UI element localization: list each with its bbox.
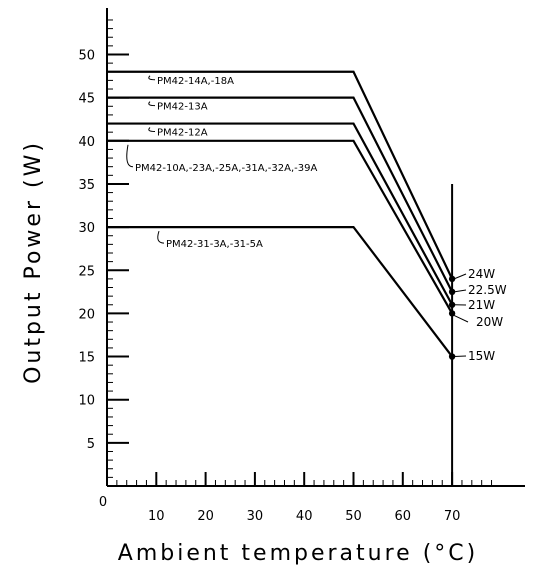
y-tick-label: 5 [87, 437, 95, 452]
end-label-connector [453, 314, 469, 323]
series-line [107, 226, 453, 358]
x-tick-label: 50 [345, 509, 362, 524]
x-tick-label: 40 [296, 509, 313, 524]
end-point [448, 353, 456, 360]
end-label-connector [454, 289, 467, 293]
series-line [107, 70, 454, 280]
y-tick-label: 25 [78, 264, 95, 279]
series-lines [107, 70, 456, 360]
x-tick-label: 20 [197, 509, 214, 524]
end-value-label: 15W [468, 349, 495, 363]
end-point [448, 288, 456, 296]
series-line [107, 139, 454, 314]
x-tick-label: 30 [247, 509, 264, 524]
series-label-connector [148, 127, 156, 133]
x-tick-label: 0 [99, 495, 107, 510]
x-axis-title: Ambient temperature (°C) [118, 541, 478, 566]
y-axis-title: Output Power (W) [21, 140, 46, 384]
x-tick-label: 10 [148, 509, 165, 524]
series-label-connector [126, 144, 134, 168]
y-tick-label: 45 [78, 92, 95, 107]
series-label: PM42-12A [157, 128, 208, 139]
end-value-label: 21W [468, 298, 495, 312]
series-label: PM42-10A,-23A,-25A,-31A,-32A,-39A [135, 163, 317, 174]
end-value-label: 22.5W [468, 283, 507, 297]
y-tick-label: 35 [78, 178, 95, 193]
series-label: PM42-14A,-18A [157, 76, 234, 87]
y-tick-label: 15 [78, 351, 95, 366]
end-value-label: 20W [476, 315, 503, 329]
series-label: PM42-31-3A,-31-5A [166, 239, 263, 250]
series-labels: PM42-14A,-18A PM42-13A PM42-12A PM42-10A,-2… [126, 75, 507, 363]
series-line [107, 122, 454, 306]
x-tick-label: 60 [395, 509, 412, 524]
end-label-connector [453, 273, 467, 280]
end-point [448, 301, 456, 308]
end-value-label: 24W [468, 267, 495, 281]
x-tick-label: 70 [444, 509, 461, 524]
series-line [107, 96, 454, 293]
series-label-connector [148, 75, 156, 81]
end-point [448, 310, 456, 317]
end-label-connector [454, 355, 467, 358]
series-label-connector [157, 230, 165, 244]
end-point [448, 275, 456, 283]
y-tick-label: 20 [78, 307, 95, 322]
y-tick-label: 40 [78, 135, 95, 150]
series-label: PM42-13A [157, 102, 208, 113]
y-tick-label: 10 [78, 394, 95, 409]
y-tick-label: 30 [78, 221, 95, 236]
y-tick-label: 50 [78, 49, 95, 64]
series-label-connector [148, 101, 156, 107]
axes: 5 10 15 20 25 30 35 40 45 50 0 10 20 30 40 50 60 70 [78, 8, 525, 524]
